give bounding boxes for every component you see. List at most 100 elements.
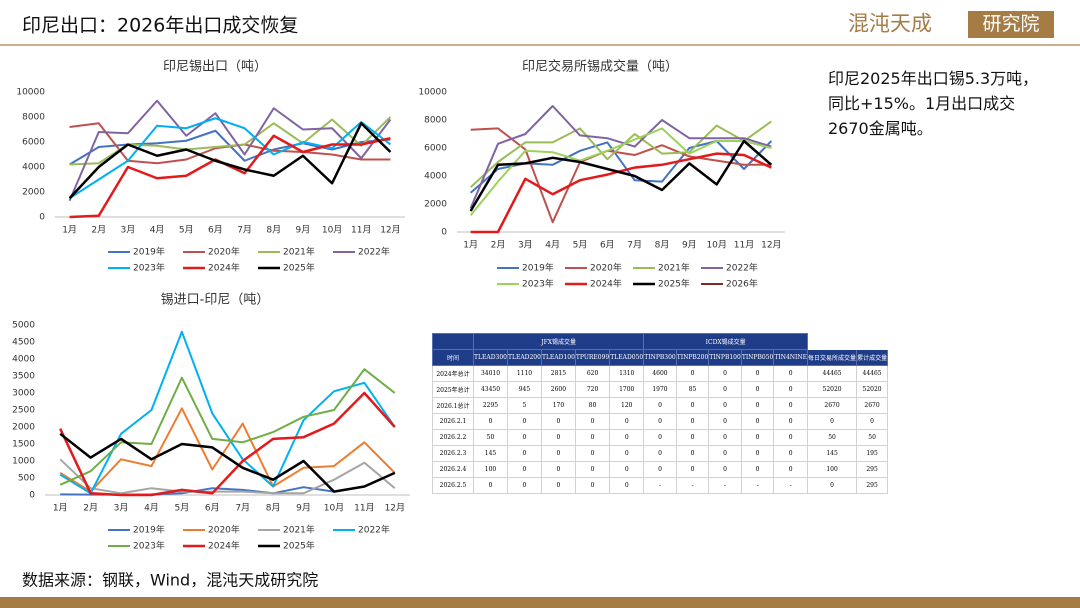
series-line xyxy=(469,120,772,188)
volume-table: JFX锡成交量 ICDX锡成交量 时间 TLEAD300 TLEAD200 TLEAD10… xyxy=(432,333,889,494)
table-row: JFX锡成交量 ICDX锡成交量 xyxy=(432,333,889,350)
x-tick-label: 3月 xyxy=(114,503,129,514)
table-cell: 0 xyxy=(473,477,508,494)
table-cell: 0 xyxy=(574,413,611,430)
y-tick-label: 3500 xyxy=(12,372,35,382)
x-tick-label: 7月 xyxy=(235,503,250,514)
x-tick-label: 12月 xyxy=(380,225,400,236)
x-tick-label: 6月 xyxy=(600,240,615,251)
table-cell: 0 xyxy=(773,365,809,382)
table-cell: 0 xyxy=(643,397,677,414)
table-cell: 2600 xyxy=(540,381,576,398)
table-cell: 0 xyxy=(506,445,542,462)
y-tick-label: 0 xyxy=(441,228,447,238)
y-tick-label: 6000 xyxy=(424,144,447,154)
y-tick-label: 10000 xyxy=(16,88,45,98)
series-line xyxy=(59,432,396,493)
slide-title: 印尼出口：2026年出口成交恢复 xyxy=(22,15,298,37)
x-tick-label: 9月 xyxy=(296,225,311,236)
table-cell: 44465 xyxy=(807,365,858,382)
legend-label: 2019年 xyxy=(133,524,165,536)
logo: 混沌天成 xyxy=(848,12,932,36)
x-tick-label: 10月 xyxy=(324,503,344,514)
legend-label: 2022年 xyxy=(358,524,390,536)
x-tick-label: 11月 xyxy=(734,240,754,251)
x-tick-label: 2月 xyxy=(91,225,106,236)
column-header: TLEAD200 xyxy=(506,349,542,366)
table-cell: 100 xyxy=(473,461,508,478)
y-tick-label: 3000 xyxy=(12,389,35,399)
y-tick-label: 0 xyxy=(29,491,35,501)
legend-label: 2024年 xyxy=(590,278,622,290)
table-cell: 0 xyxy=(609,445,645,462)
table-cell: 34010 xyxy=(473,365,508,382)
x-tick-label: 5月 xyxy=(179,225,194,236)
table-cell: 52020 xyxy=(856,381,889,398)
table-cell: 0 xyxy=(609,477,645,494)
legend-label: 2025年 xyxy=(283,262,315,274)
y-tick-label: 2000 xyxy=(12,423,35,433)
x-tick-label: 10月 xyxy=(322,225,342,236)
table-cell: 50 xyxy=(856,429,889,446)
table-cell: 2670 xyxy=(807,397,858,414)
y-tick-label: 2000 xyxy=(22,188,45,198)
legend-label: 2021年 xyxy=(283,246,315,258)
table-cell: 945 xyxy=(506,381,542,398)
y-tick-label: 4500 xyxy=(12,338,35,348)
table-cell: 0 xyxy=(574,429,611,446)
table-row: 2026.2.3 145 0 0 0 0 0 0 0 0 0 145 195 xyxy=(432,445,889,462)
legend-label: 2020年 xyxy=(208,524,240,536)
table-cell: 43450 xyxy=(473,381,508,398)
column-header: TLEAD300 xyxy=(473,349,508,366)
table-cell: 0 xyxy=(773,381,809,398)
table-cell: 0 xyxy=(506,477,542,494)
table-cell: 170 xyxy=(540,397,576,414)
table-cell: 0 xyxy=(675,397,710,414)
table-cell: 0 xyxy=(506,413,542,430)
table-cell: 0 xyxy=(740,429,775,446)
x-tick-label: 5月 xyxy=(573,240,588,251)
series-line xyxy=(59,458,396,495)
table-cell: 0 xyxy=(540,429,576,446)
table-cell: 0 xyxy=(807,413,858,430)
y-tick-label: 2000 xyxy=(424,200,447,210)
y-tick-label: 8000 xyxy=(424,116,447,126)
table-cell: 0 xyxy=(506,429,542,446)
x-tick-label: 8月 xyxy=(266,503,281,514)
table-cell: 1970 xyxy=(643,381,677,398)
series-line xyxy=(469,127,772,216)
table-cell: 0 xyxy=(643,413,677,430)
table-row: 2026.2.5 0 0 0 0 0- - - - -0 295 xyxy=(432,477,889,494)
x-tick-label: 9月 xyxy=(296,503,311,514)
row-label: 2026.2.1 xyxy=(432,413,474,430)
x-tick-label: 7月 xyxy=(627,240,642,251)
table-cell: 80 xyxy=(574,397,611,414)
table-cell: 0 xyxy=(643,445,677,462)
legend-label: 2019年 xyxy=(133,246,165,258)
table-cell: 0 xyxy=(773,413,809,430)
header-cell xyxy=(432,333,474,350)
table-cell: - xyxy=(740,477,775,494)
row-label: 2026.2.5 xyxy=(432,477,474,494)
column-header: TLEAD050 xyxy=(609,349,645,366)
column-header: TINPB300 xyxy=(643,349,677,366)
row-label: 2026.2.2 xyxy=(432,429,474,446)
column-header: TINPB050 xyxy=(740,349,775,366)
table-cell: 0 xyxy=(675,365,710,382)
y-tick-label: 5000 xyxy=(12,321,35,331)
column-header: TINPB200 xyxy=(675,349,710,366)
x-tick-label: 1月 xyxy=(62,225,77,236)
legend-label: 2025年 xyxy=(283,540,315,552)
x-tick-label: 11月 xyxy=(354,503,374,514)
group-header: JFX锡成交量 xyxy=(472,333,645,350)
x-tick-label: 2月 xyxy=(491,240,506,251)
y-tick-label: 0 xyxy=(39,213,45,223)
table-cell: 0 xyxy=(740,365,775,382)
table-cell: 0 xyxy=(506,461,542,478)
table-row: 2024年总计 34010 1110 2815 620 1310 4600 0 0 0 0 44465… xyxy=(432,365,889,382)
table-cell: 0 xyxy=(708,381,742,398)
x-tick-label: 4月 xyxy=(144,503,159,514)
chart-title: 锡进口-印尼（吨） xyxy=(161,293,270,308)
